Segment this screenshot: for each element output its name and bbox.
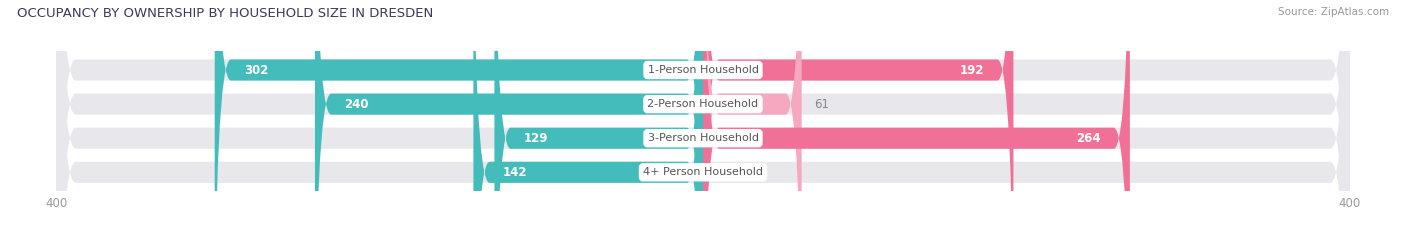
FancyBboxPatch shape [56, 0, 1350, 233]
Text: 4+ Person Household: 4+ Person Household [643, 167, 763, 177]
FancyBboxPatch shape [56, 0, 1350, 233]
FancyBboxPatch shape [703, 0, 1130, 233]
FancyBboxPatch shape [495, 0, 703, 233]
Text: 129: 129 [523, 132, 548, 145]
FancyBboxPatch shape [56, 0, 1350, 233]
FancyBboxPatch shape [315, 0, 703, 233]
Text: 61: 61 [814, 98, 830, 111]
Text: 1-Person Household: 1-Person Household [648, 65, 758, 75]
Text: 2-Person Household: 2-Person Household [647, 99, 759, 109]
Text: OCCUPANCY BY OWNERSHIP BY HOUSEHOLD SIZE IN DRESDEN: OCCUPANCY BY OWNERSHIP BY HOUSEHOLD SIZE… [17, 7, 433, 20]
FancyBboxPatch shape [56, 0, 1350, 233]
Text: 142: 142 [502, 166, 527, 179]
FancyBboxPatch shape [215, 0, 703, 233]
Text: 192: 192 [960, 64, 984, 76]
Text: 240: 240 [344, 98, 368, 111]
Text: 264: 264 [1076, 132, 1101, 145]
Text: 0: 0 [716, 166, 723, 179]
Text: Source: ZipAtlas.com: Source: ZipAtlas.com [1278, 7, 1389, 17]
FancyBboxPatch shape [703, 0, 801, 233]
Text: 3-Person Household: 3-Person Household [648, 133, 758, 143]
FancyBboxPatch shape [474, 0, 703, 233]
FancyBboxPatch shape [703, 0, 1014, 233]
Text: 302: 302 [243, 64, 269, 76]
